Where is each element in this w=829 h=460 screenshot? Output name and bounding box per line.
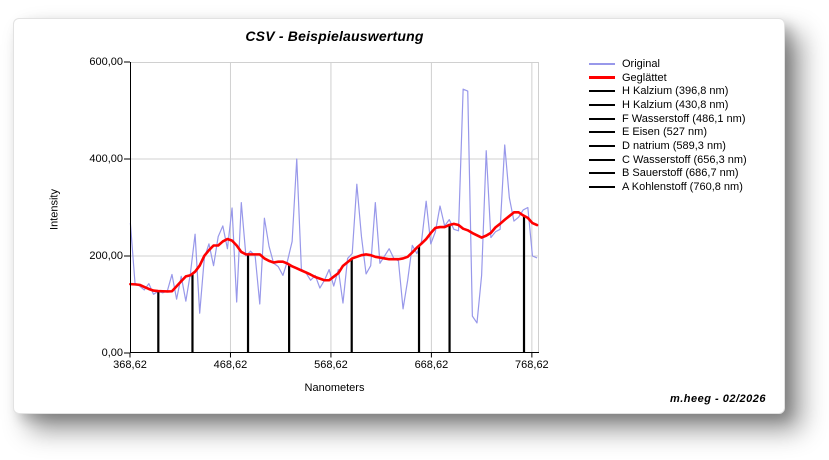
- legend-line-swatch: [589, 144, 615, 147]
- legend-item-label: H Kalzium (396,8 nm): [622, 85, 729, 98]
- y-axis-title: Intensity: [48, 189, 61, 230]
- legend-item-label: D natrium (589,3 nm): [622, 139, 726, 152]
- y-tick-label: 600,00: [89, 56, 123, 68]
- legend-item-label: Original: [622, 57, 660, 70]
- legend-item: D natrium (589,3 nm): [589, 139, 747, 153]
- legend-item-label: H Kalzium (430,8 nm): [622, 98, 729, 111]
- original-series-line: [129, 88, 538, 324]
- plot-area: [124, 61, 539, 358]
- legend-item: H Kalzium (430,8 nm): [589, 98, 747, 112]
- legend-line-swatch: [589, 172, 615, 175]
- legend-line-swatch: [589, 117, 615, 120]
- smoothed-series-line: [129, 211, 539, 293]
- legend-item: A Kohlenstoff (760,8 nm): [589, 180, 747, 194]
- legend-item: H Kalzium (396,8 nm): [589, 84, 747, 98]
- x-tick-label: 368,62: [113, 359, 147, 371]
- x-tick-label: 468,62: [213, 359, 248, 371]
- legend-item: E Eisen (527 nm): [589, 125, 747, 139]
- x-tick-label: 768,62: [515, 359, 549, 371]
- legend-line-swatch: [589, 158, 615, 161]
- legend-item: Original: [589, 57, 747, 71]
- legend-item-label: C Wasserstoff (656,3 nm): [622, 153, 747, 166]
- chart-card: CSV - Beispielauswertung 600,00 400,00 200…: [13, 18, 785, 414]
- legend-item-label: E Eisen (527 nm): [622, 126, 707, 139]
- legend-line-swatch: [589, 90, 615, 93]
- legend-item-label: F Wasserstoff (486,1 nm): [622, 112, 746, 125]
- legend-item: F Wasserstoff (486,1 nm): [589, 112, 747, 126]
- legend-item: B Sauerstoff (686,7 nm): [589, 167, 747, 181]
- y-tick-label: 400,00: [89, 153, 123, 165]
- legend: Original Geglättet H Kalzium (396,8 nm) H K…: [589, 57, 747, 194]
- legend-line-swatch: [589, 186, 615, 189]
- credit-text: m.heeg - 02/2026: [669, 393, 766, 405]
- legend-item: Geglättet: [589, 71, 747, 85]
- legend-line-swatch: [589, 62, 615, 65]
- legend-item-label: B Sauerstoff (686,7 nm): [622, 167, 739, 180]
- y-tick-label: 200,00: [89, 250, 123, 262]
- chart-title: CSV - Beispielauswertung: [245, 28, 424, 44]
- legend-item-label: A Kohlenstoff (760,8 nm): [622, 181, 743, 194]
- y-tick-label: 0,00: [101, 347, 123, 359]
- x-tick-label: 568,62: [314, 359, 348, 371]
- legend-line-swatch: [589, 76, 615, 80]
- legend-item-label: Geglättet: [622, 71, 667, 84]
- x-axis-title: Nanometers: [304, 382, 365, 394]
- legend-item: C Wasserstoff (656,3 nm): [589, 153, 747, 167]
- legend-line-swatch: [589, 131, 615, 134]
- legend-line-swatch: [589, 103, 615, 106]
- x-tick-label: 668,62: [414, 359, 449, 371]
